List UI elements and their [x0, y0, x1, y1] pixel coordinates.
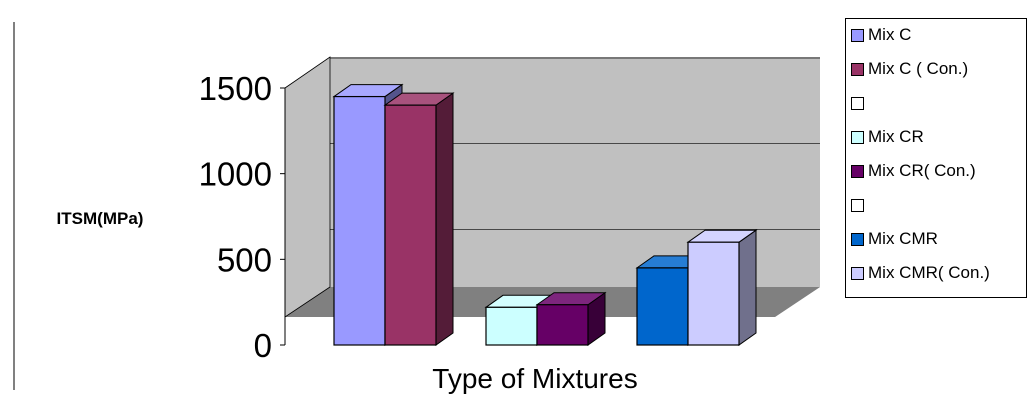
bar-front: [333, 95, 386, 346]
legend-label: Mix CMR: [868, 229, 938, 248]
legend-item: Mix CMR: [851, 229, 938, 249]
legend-swatch: [851, 232, 864, 246]
legend-label: Mix C ( Con.): [868, 59, 969, 78]
bar-6: [686, 229, 758, 346]
y-tick-label: 500: [217, 241, 272, 278]
side-wall: [284, 56, 331, 318]
bars: [332, 83, 758, 346]
legend: Mix C Mix C ( Con.) Mix CR Mix CR( Con.) Mix…: [845, 18, 1027, 298]
y-axis-ticks: 0 500 1000 1500: [199, 70, 285, 364]
legend-item: Mix C: [851, 25, 911, 45]
legend-swatch: [851, 130, 864, 144]
legend-item: Mix CR( Con.): [851, 161, 976, 181]
x-axis-title: Type of Mixtures: [432, 363, 637, 394]
legend-item: Mix CR: [851, 127, 924, 147]
legend-label: Mix CR: [868, 127, 924, 146]
bar-side: [435, 92, 454, 346]
y-tick-label: 1000: [199, 156, 272, 193]
y-tick-label: 0: [254, 327, 272, 364]
y-tick-label: 1500: [199, 70, 272, 107]
legend-swatch: [851, 266, 864, 280]
bar-front: [636, 267, 689, 346]
legend-swatch: [851, 164, 864, 178]
bar-front: [485, 306, 538, 346]
bar-front: [384, 104, 437, 346]
legend-item: [851, 93, 868, 113]
y-axis-title: ITSM(MPa): [57, 209, 144, 228]
legend-item: Mix CMR( Con.): [851, 263, 990, 283]
legend-swatch: [851, 96, 864, 110]
legend-label: Mix CR( Con.): [868, 161, 976, 180]
legend-swatch: [851, 198, 864, 212]
legend-swatch: [851, 62, 864, 76]
bar-front: [687, 241, 740, 346]
bar-side: [738, 229, 757, 346]
legend-label: Mix CMR( Con.): [868, 263, 990, 282]
bar-front: [536, 304, 589, 346]
legend-label: Mix C: [868, 25, 912, 44]
bar-2: [383, 92, 455, 346]
bar-4: [535, 291, 607, 346]
legend-item: Mix C ( Con.): [851, 59, 968, 79]
legend-item: [851, 195, 868, 215]
legend-swatch: [851, 28, 864, 42]
